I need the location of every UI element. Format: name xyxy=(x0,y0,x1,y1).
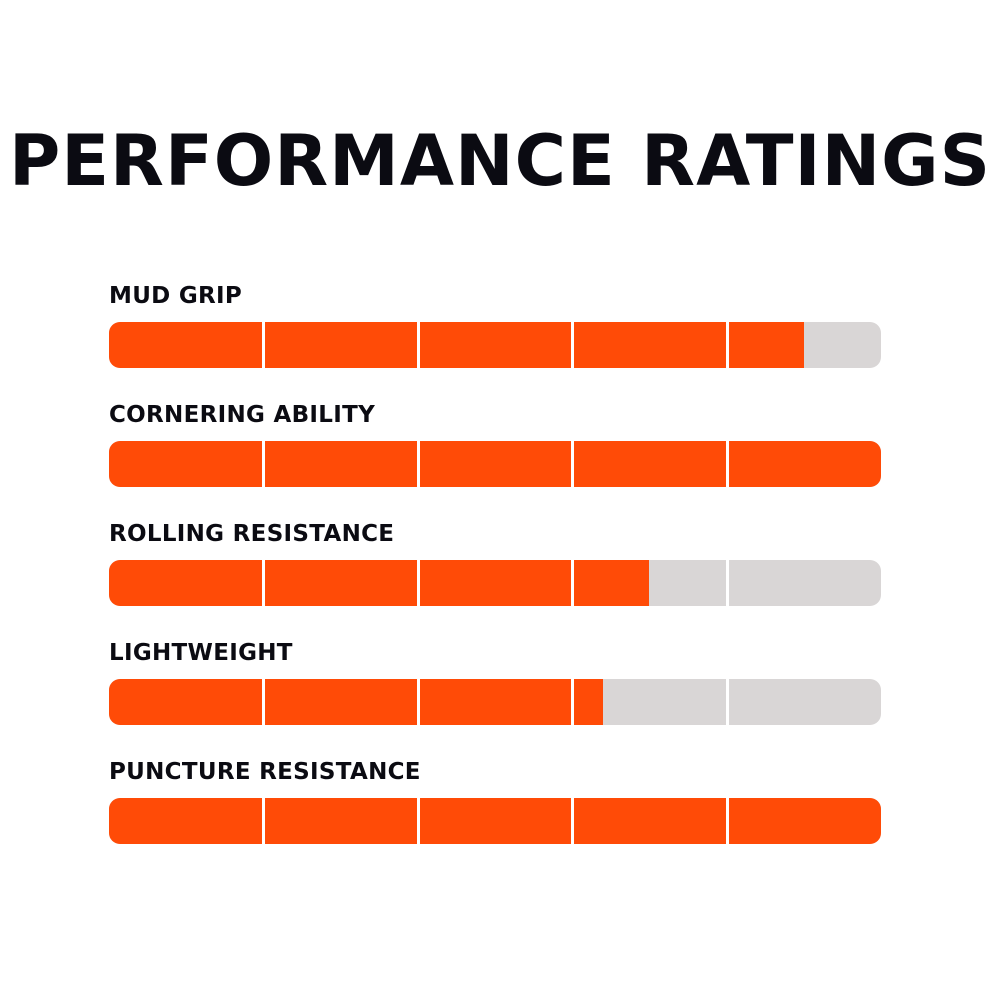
rating-bar-track xyxy=(109,322,881,368)
segment-divider xyxy=(725,798,729,844)
rating-label: PUNCTURE RESISTANCE xyxy=(109,759,421,785)
segment-divider xyxy=(725,679,729,725)
segment-divider xyxy=(416,560,420,606)
segment-divider xyxy=(416,441,420,487)
segment-divider xyxy=(262,441,266,487)
segment-divider xyxy=(416,322,420,368)
rating-bar-fill xyxy=(109,441,881,487)
rating-label: ROLLING RESISTANCE xyxy=(109,521,395,547)
segment-divider xyxy=(262,322,266,368)
segment-divider xyxy=(571,441,575,487)
segment-divider xyxy=(262,679,266,725)
chart-title: PERFORMANCE RATINGS xyxy=(8,120,992,202)
rating-label: MUD GRIP xyxy=(109,283,243,309)
segment-divider xyxy=(571,322,575,368)
rating-row: MUD GRIP xyxy=(109,280,881,399)
rating-bar-track xyxy=(109,679,881,725)
rating-row: LIGHTWEIGHT xyxy=(109,637,881,756)
rating-bar-track xyxy=(109,798,881,844)
rating-label: CORNERING ABILITY xyxy=(109,402,376,428)
ratings-list: MUD GRIP CORNERING ABILITY ROLLING RESISTA… xyxy=(109,280,881,875)
rating-bar-fill xyxy=(109,798,881,844)
rating-bar-fill xyxy=(109,679,604,725)
segment-divider xyxy=(725,322,729,368)
rating-bar-track xyxy=(109,560,881,606)
segment-divider xyxy=(416,798,420,844)
segment-divider xyxy=(416,679,420,725)
rating-row: ROLLING RESISTANCE xyxy=(109,518,881,637)
segment-divider xyxy=(571,798,575,844)
segment-divider xyxy=(262,798,266,844)
rating-row: CORNERING ABILITY xyxy=(109,399,881,518)
segment-divider xyxy=(725,441,729,487)
rating-bar-fill xyxy=(109,560,650,606)
segment-divider xyxy=(571,560,575,606)
rating-label: LIGHTWEIGHT xyxy=(109,640,293,666)
rating-row: PUNCTURE RESISTANCE xyxy=(109,756,881,875)
segment-divider xyxy=(725,560,729,606)
rating-bar-fill xyxy=(109,322,804,368)
segment-divider xyxy=(262,560,266,606)
segment-divider xyxy=(571,679,575,725)
rating-bar-track xyxy=(109,441,881,487)
